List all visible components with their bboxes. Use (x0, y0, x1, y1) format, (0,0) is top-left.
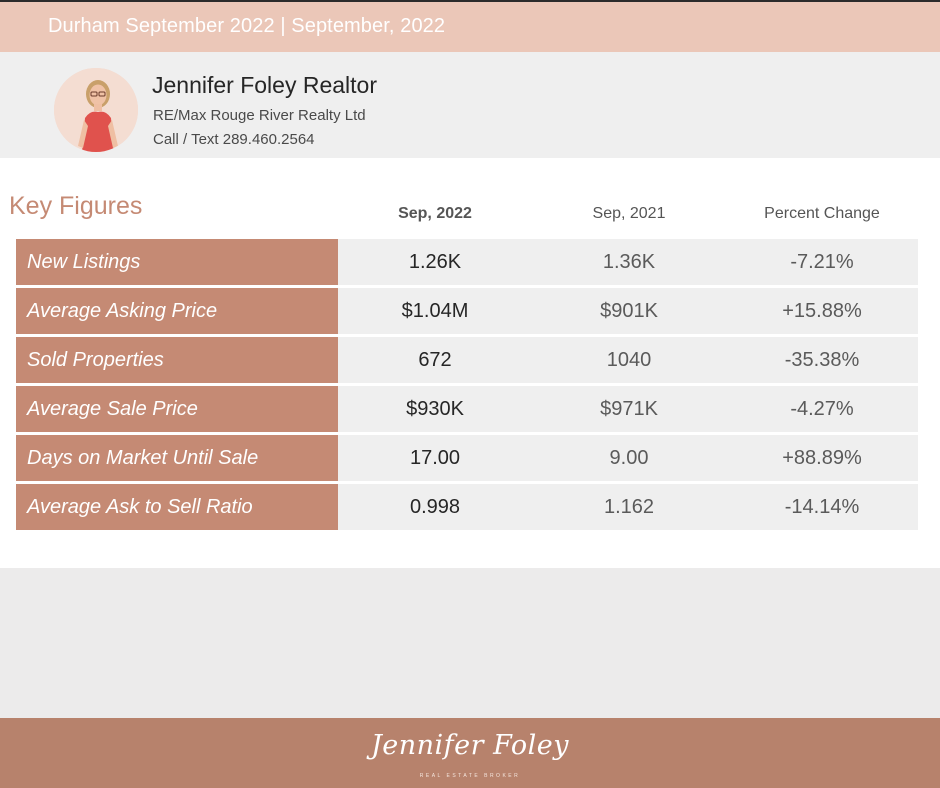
current-value: 17.00 (409, 447, 461, 469)
previous-value: $971K (600, 398, 658, 420)
table-row: Average Ask to Sell Ratio 0.998 1.162 -1… (16, 484, 918, 530)
table-row: Days on Market Until Sale 17.00 9.00 +88… (16, 435, 918, 481)
agent-avatar (54, 68, 138, 152)
current-value: $1.04M (401, 300, 469, 322)
agent-name: Jennifer Foley Realtor (152, 72, 377, 98)
agent-phone: Call / Text 289.460.2564 (153, 131, 315, 148)
agent-info: Jennifer Foley Realtor RE/Max Rouge Rive… (0, 52, 940, 158)
row-label: New Listings (16, 239, 338, 285)
key-figures-card: Key Figures Sep, 2022 Sep, 2021 Percent … (0, 158, 940, 568)
column-header-current: Sep, 2022 (398, 205, 472, 222)
row-label: Days on Market Until Sale (16, 435, 338, 481)
previous-value: $901K (600, 300, 658, 322)
current-value: 1.26K (408, 251, 462, 273)
previous-value: 9.00 (609, 447, 649, 469)
key-figures-table: New Listings 1.26K 1.36K -7.21% Average … (16, 239, 918, 533)
key-figures-title: Key Figures (9, 192, 143, 220)
current-value: $930K (406, 398, 464, 420)
table-row: Sold Properties 672 1040 -35.38% (16, 337, 918, 383)
row-label: Average Asking Price (16, 288, 338, 334)
previous-value: 1040 (606, 349, 652, 371)
percent-change: -4.27% (790, 398, 854, 420)
percent-change: +88.89% (782, 447, 862, 469)
percent-change: +15.88% (782, 300, 862, 322)
footer-bar: Jennifer Foley REAL ESTATE BROKER (0, 718, 940, 788)
table-row: New Listings 1.26K 1.36K -7.21% (16, 239, 918, 285)
table-row: Average Asking Price $1.04M $901K +15.88… (16, 288, 918, 334)
previous-value: 1.162 (603, 496, 655, 518)
percent-change: -7.21% (790, 251, 854, 273)
table-row: Average Sale Price $930K $971K -4.27% (16, 386, 918, 432)
row-label: Sold Properties (16, 337, 338, 383)
agent-portrait-icon (54, 68, 138, 152)
agent-brokerage: RE/Max Rouge River Realty Ltd (153, 107, 366, 124)
percent-change: -14.14% (784, 496, 860, 518)
report-header-bar: Durham September 2022 | September, 2022 (0, 0, 940, 52)
current-value: 0.998 (409, 496, 461, 518)
column-header-change: Percent Change (764, 205, 880, 222)
report-title: Durham September 2022 | September, 2022 (48, 15, 446, 37)
column-header-previous: Sep, 2021 (592, 205, 666, 222)
percent-change: -35.38% (784, 349, 860, 371)
current-value: 672 (418, 349, 452, 371)
brand-signature-logo: Jennifer Foley (370, 730, 570, 761)
previous-value: 1.36K (602, 251, 656, 273)
row-label: Average Sale Price (16, 386, 338, 432)
row-label: Average Ask to Sell Ratio (16, 484, 338, 530)
brand-tagline: REAL ESTATE BROKER (419, 773, 521, 779)
